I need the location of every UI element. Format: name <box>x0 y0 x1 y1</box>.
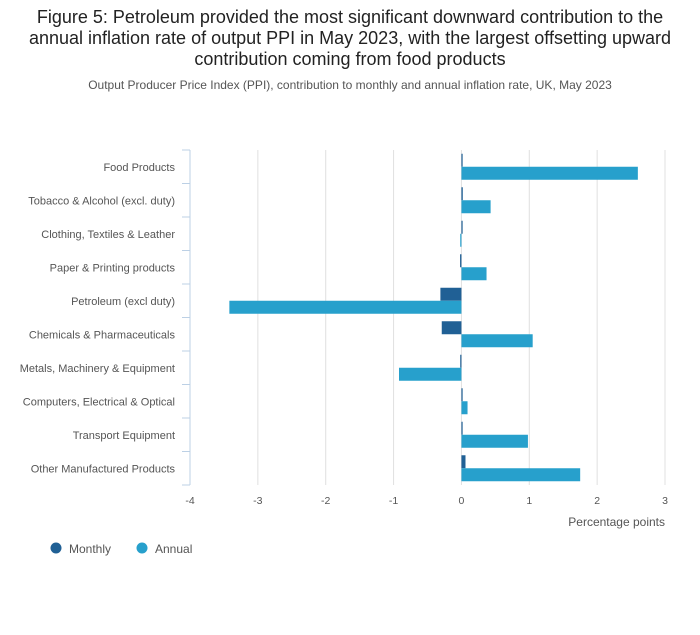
category-label: Computers, Electrical & Optical <box>23 396 175 408</box>
legend-annual-label: Annual <box>155 542 192 556</box>
x-tick-label: 2 <box>594 495 600 507</box>
bar-annual-0[interactable] <box>461 166 638 180</box>
x-tick-label: 0 <box>459 495 465 507</box>
bar-monthly-3[interactable] <box>460 254 462 268</box>
chart-subtitle: Output Producer Price Index (PPI), contr… <box>88 78 612 92</box>
x-axis-title: Percentage points <box>568 515 665 529</box>
x-tick-label: 1 <box>526 495 532 507</box>
category-label: Transport Equipment <box>73 430 175 442</box>
bar-annual-9[interactable] <box>461 468 581 482</box>
x-tick-label: -1 <box>389 495 398 507</box>
x-axis-ticks: -4 -3 -2 -1 0 1 2 3 <box>185 495 668 507</box>
legend-item-monthly[interactable]: Monthly <box>50 542 112 556</box>
bar-annual-2[interactable] <box>460 233 462 247</box>
legend-monthly-label: Monthly <box>69 542 111 556</box>
category-label: Chemicals & Pharmaceuticals <box>29 329 176 341</box>
chart-title: Figure 5: Petroleum provided the most si… <box>28 7 672 69</box>
category-label: Other Manufactured Products <box>31 463 176 475</box>
gridlines <box>189 150 666 485</box>
bar-monthly-5[interactable] <box>441 321 462 335</box>
legend-annual-marker <box>136 542 148 554</box>
x-tick-label: -2 <box>321 495 330 507</box>
bar-annual-5[interactable] <box>461 334 533 348</box>
bar-annual-7[interactable] <box>461 401 468 415</box>
bar-monthly-1[interactable] <box>461 187 463 201</box>
category-axis <box>182 149 191 486</box>
legend: Monthly Annual <box>50 542 193 556</box>
category-labels: Food Products Tobacco & Alcohol (excl. du… <box>20 162 176 476</box>
bar-annual-3[interactable] <box>461 267 487 281</box>
category-label: Paper & Printing products <box>50 262 176 274</box>
bar-annual-1[interactable] <box>461 200 491 214</box>
x-tick-label: 3 <box>662 495 668 507</box>
bar-annual-6[interactable] <box>399 367 462 381</box>
bar-monthly-0[interactable] <box>461 153 463 167</box>
bar-monthly-2[interactable] <box>461 220 463 234</box>
bar-monthly-4[interactable] <box>440 287 462 301</box>
legend-item-annual[interactable]: Annual <box>136 542 193 556</box>
bar-annual-8[interactable] <box>461 434 528 448</box>
x-tick-label: -3 <box>253 495 262 507</box>
bar-monthly-9[interactable] <box>461 455 466 469</box>
bar-annual-4[interactable] <box>229 300 462 314</box>
category-label: Food Products <box>103 162 175 174</box>
x-tick-label: -4 <box>185 495 194 507</box>
bar-monthly-7[interactable] <box>461 388 463 402</box>
bars <box>229 153 638 482</box>
category-label: Clothing, Textiles & Leather <box>41 229 175 241</box>
bar-monthly-8[interactable] <box>461 421 463 435</box>
legend-monthly-marker <box>50 542 62 554</box>
category-label: Tobacco & Alcohol (excl. duty) <box>28 195 175 207</box>
category-label: Metals, Machinery & Equipment <box>20 363 175 375</box>
category-label: Petroleum (excl duty) <box>71 296 175 308</box>
bar-monthly-6[interactable] <box>460 354 462 368</box>
